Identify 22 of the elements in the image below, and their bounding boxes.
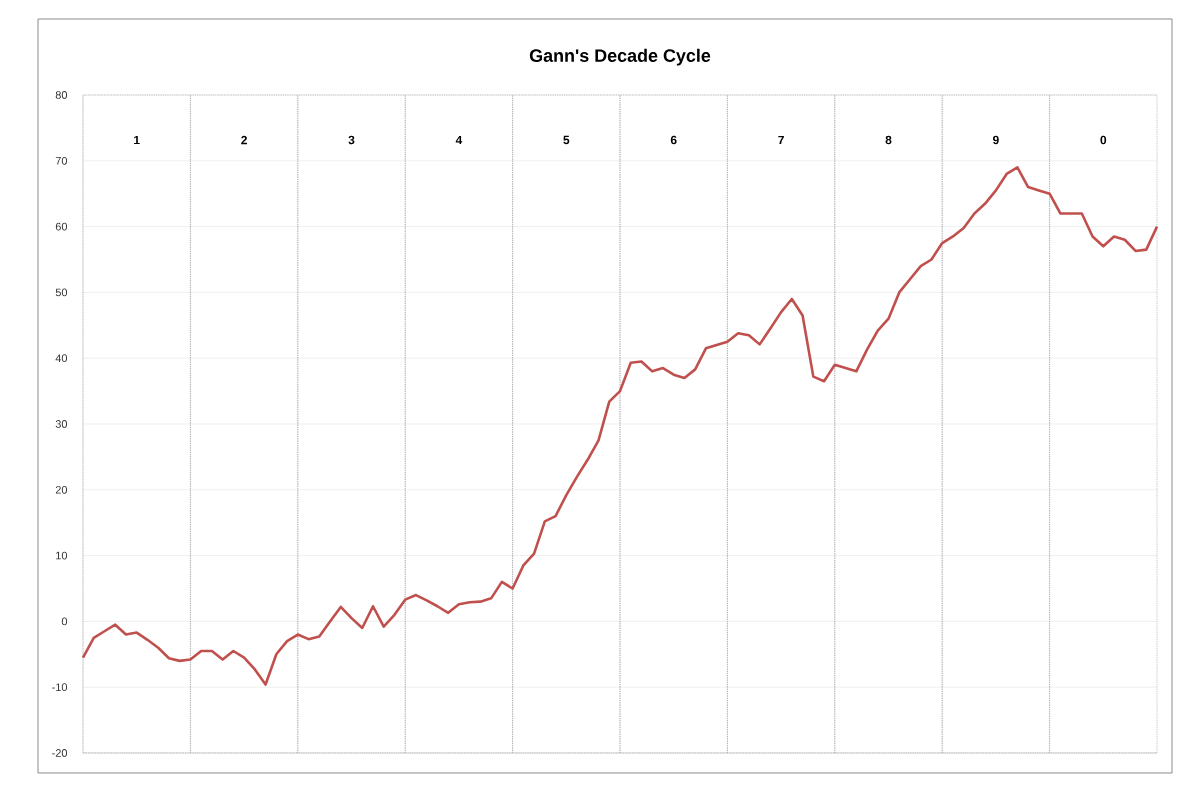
annotation: 1: [134, 135, 140, 145]
y-tick-label: 60: [55, 222, 68, 231]
y-tick-label: 10: [56, 551, 68, 560]
annotation: 7: [778, 135, 784, 145]
annotation: 4: [455, 135, 463, 145]
annotation: 0: [1100, 135, 1107, 145]
y-tick-label: 0: [61, 617, 68, 626]
annotation: 3: [348, 135, 355, 145]
annotation: 9: [993, 135, 999, 145]
y-tick-label: 70: [55, 156, 68, 165]
y-tick-label: 50: [55, 288, 68, 297]
y-tick-label: 20: [55, 485, 68, 494]
annotation: 5: [563, 135, 570, 145]
chart-title: Gann's Decade Cycle: [529, 48, 711, 66]
y-tick-label: 30: [55, 420, 68, 428]
y-tick-label: -10: [52, 683, 68, 692]
y-tick-label: 40: [55, 354, 68, 363]
annotation: 8: [885, 135, 892, 145]
y-tick-label: 80: [55, 91, 68, 99]
annotation: 6: [670, 135, 677, 145]
annotation: 2: [241, 135, 247, 145]
y-tick-label: -20: [52, 749, 68, 757]
